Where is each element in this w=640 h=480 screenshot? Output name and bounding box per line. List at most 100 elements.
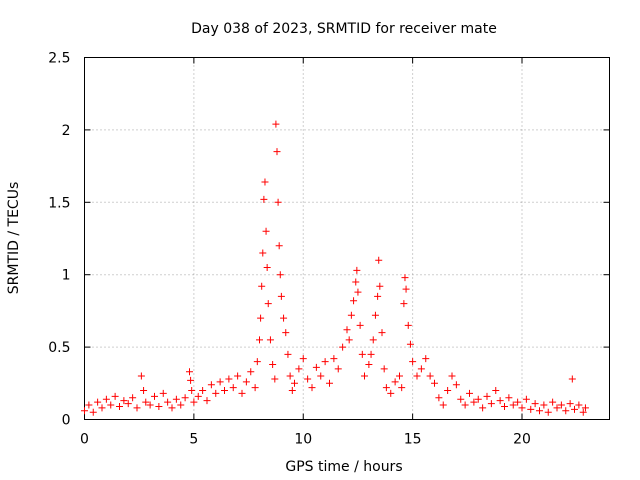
data-point bbox=[274, 198, 282, 206]
data-point bbox=[199, 387, 207, 395]
data-point bbox=[514, 398, 522, 406]
data-point bbox=[186, 368, 193, 376]
data-point bbox=[358, 350, 366, 358]
data-point bbox=[146, 401, 154, 409]
y-tick-label: 0 bbox=[62, 413, 71, 429]
data-point bbox=[280, 314, 288, 322]
data-point bbox=[452, 381, 460, 389]
data-point bbox=[367, 350, 375, 358]
data-point bbox=[422, 355, 430, 363]
data-point bbox=[402, 285, 410, 293]
data-point bbox=[380, 365, 388, 373]
x-tick-label: 5 bbox=[189, 432, 198, 448]
data-point bbox=[398, 384, 406, 392]
data-point bbox=[282, 329, 290, 337]
data-point bbox=[317, 372, 325, 380]
y-tick-label: 1.5 bbox=[48, 195, 70, 211]
data-point bbox=[409, 358, 417, 366]
data-point bbox=[568, 375, 576, 383]
data-point bbox=[566, 400, 574, 408]
x-tick-label: 10 bbox=[294, 432, 312, 448]
series-srmtid bbox=[81, 120, 589, 416]
data-point bbox=[299, 355, 307, 363]
data-point bbox=[177, 401, 185, 409]
data-point bbox=[470, 398, 478, 406]
data-point bbox=[378, 329, 386, 337]
data-point bbox=[435, 394, 443, 402]
data-point bbox=[234, 372, 242, 380]
data-point bbox=[562, 407, 570, 415]
data-points bbox=[81, 120, 589, 416]
data-point bbox=[557, 401, 565, 409]
data-point bbox=[375, 256, 383, 264]
data-point bbox=[522, 395, 530, 403]
data-point bbox=[203, 397, 211, 405]
data-point bbox=[181, 394, 189, 402]
data-point bbox=[540, 401, 548, 409]
data-point bbox=[466, 389, 473, 397]
data-point bbox=[321, 358, 329, 366]
y-tick-label: 2.5 bbox=[48, 51, 70, 67]
y-tick-label: 0.5 bbox=[48, 340, 70, 356]
data-point bbox=[188, 387, 196, 395]
data-point bbox=[553, 404, 561, 412]
data-point bbox=[345, 336, 353, 344]
data-point bbox=[544, 408, 552, 416]
data-point bbox=[155, 402, 163, 410]
data-point bbox=[266, 336, 274, 344]
data-point bbox=[247, 368, 255, 376]
data-point bbox=[107, 401, 115, 409]
data-point bbox=[142, 398, 150, 406]
data-point bbox=[354, 288, 362, 296]
y-axis: 0 0.5 1 1.5 2 2.5 bbox=[48, 51, 610, 429]
data-point bbox=[474, 395, 482, 403]
data-point bbox=[262, 227, 270, 235]
data-point bbox=[258, 282, 266, 290]
data-point bbox=[129, 394, 137, 402]
data-point bbox=[260, 195, 268, 203]
data-point bbox=[276, 271, 284, 279]
data-point bbox=[124, 400, 132, 408]
data-point bbox=[461, 401, 469, 409]
data-point bbox=[531, 400, 539, 408]
data-point bbox=[382, 384, 390, 392]
data-point bbox=[238, 389, 246, 397]
data-point bbox=[536, 407, 543, 415]
data-point bbox=[257, 314, 265, 322]
data-point bbox=[312, 363, 320, 371]
data-point bbox=[275, 242, 283, 250]
data-point bbox=[347, 311, 355, 319]
x-tick-label: 20 bbox=[513, 432, 531, 448]
data-point bbox=[89, 408, 97, 416]
data-point bbox=[444, 387, 452, 395]
data-point bbox=[251, 384, 259, 392]
data-point bbox=[85, 401, 93, 409]
data-point bbox=[575, 401, 583, 409]
data-point bbox=[518, 404, 526, 412]
y-tick-label: 2 bbox=[62, 123, 71, 139]
data-point bbox=[256, 336, 263, 344]
x-axis: 0 5 10 15 20 bbox=[80, 57, 531, 448]
data-point bbox=[229, 384, 237, 392]
data-point bbox=[253, 358, 261, 366]
data-point bbox=[391, 378, 399, 386]
data-point bbox=[492, 387, 500, 395]
data-point bbox=[371, 311, 379, 319]
data-point bbox=[496, 397, 504, 405]
data-point bbox=[273, 148, 281, 156]
data-point bbox=[168, 404, 176, 412]
data-point bbox=[271, 375, 279, 383]
data-point bbox=[225, 375, 233, 383]
data-point bbox=[527, 405, 535, 413]
data-point bbox=[343, 326, 351, 334]
data-point bbox=[111, 392, 119, 400]
data-point bbox=[401, 274, 409, 282]
data-point bbox=[339, 343, 347, 351]
data-point bbox=[269, 360, 277, 368]
data-point bbox=[352, 278, 360, 286]
data-point bbox=[216, 378, 224, 386]
grid bbox=[84, 57, 610, 420]
data-point bbox=[212, 389, 220, 397]
data-point bbox=[374, 292, 382, 300]
